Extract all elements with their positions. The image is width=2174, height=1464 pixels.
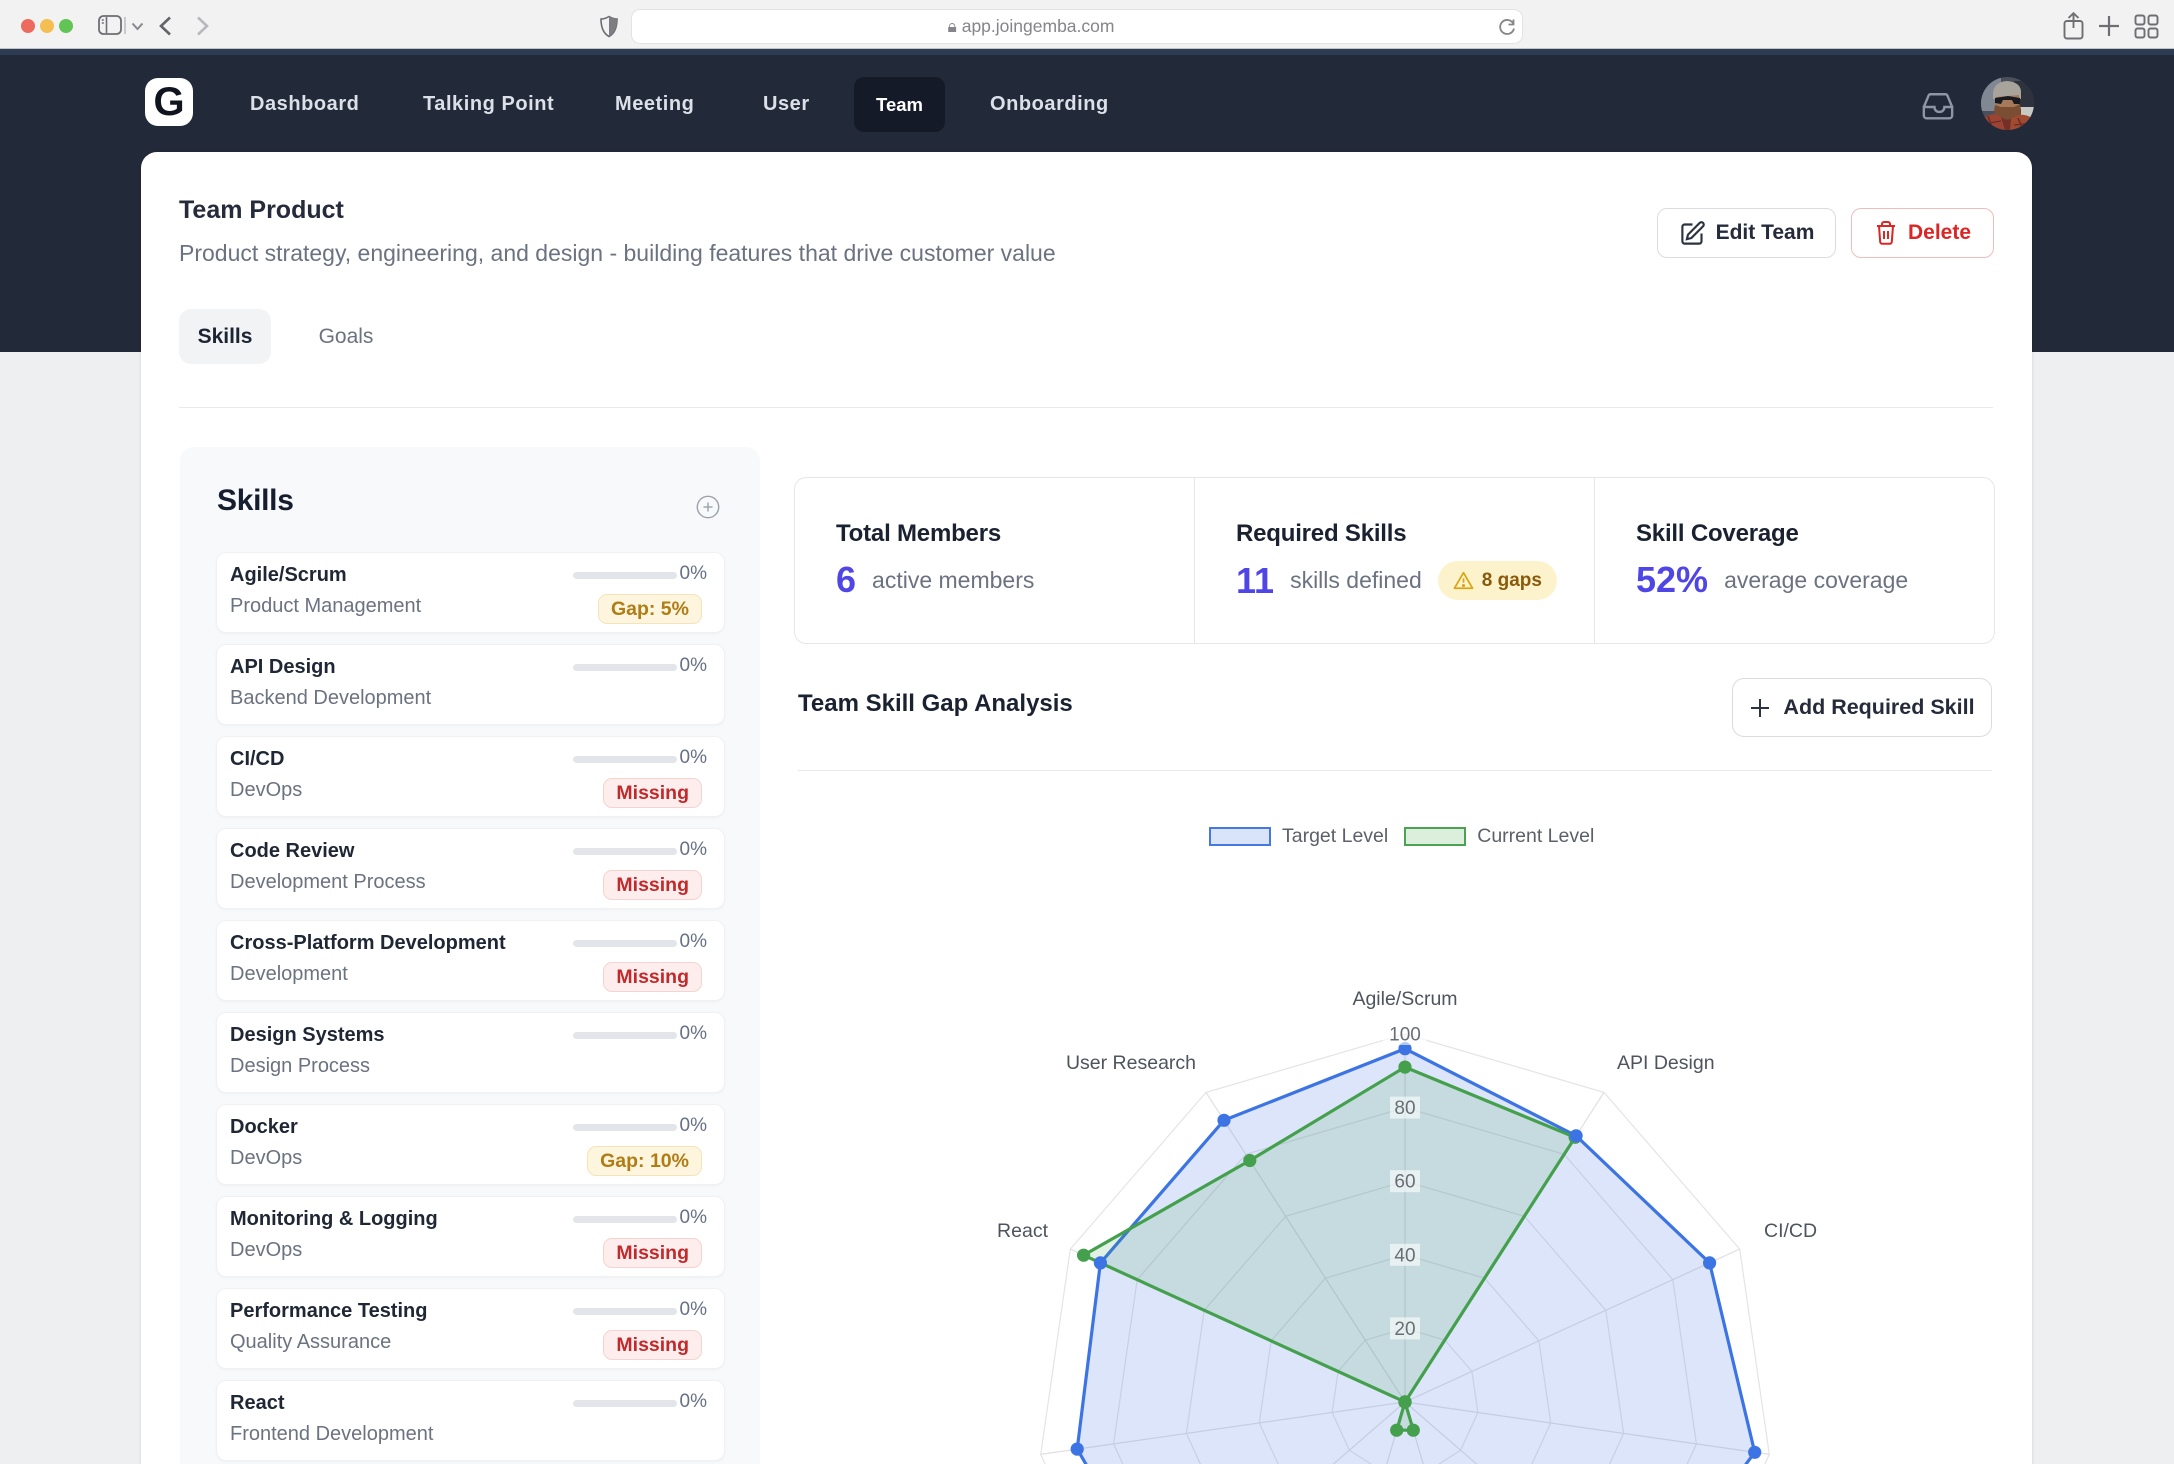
svg-text:80: 80 xyxy=(1394,1098,1415,1119)
svg-text:20: 20 xyxy=(1394,1319,1415,1340)
svg-text:User Research: User Research xyxy=(1066,1052,1196,1074)
svg-text:API Design: API Design xyxy=(1617,1052,1715,1074)
svg-text:100: 100 xyxy=(1389,1025,1421,1046)
svg-text:40: 40 xyxy=(1394,1245,1415,1266)
svg-text:Agile/Scrum: Agile/Scrum xyxy=(1352,988,1457,1010)
svg-text:60: 60 xyxy=(1394,1172,1415,1193)
svg-text:CI/CD: CI/CD xyxy=(1764,1220,1817,1242)
svg-text:React: React xyxy=(997,1220,1049,1242)
